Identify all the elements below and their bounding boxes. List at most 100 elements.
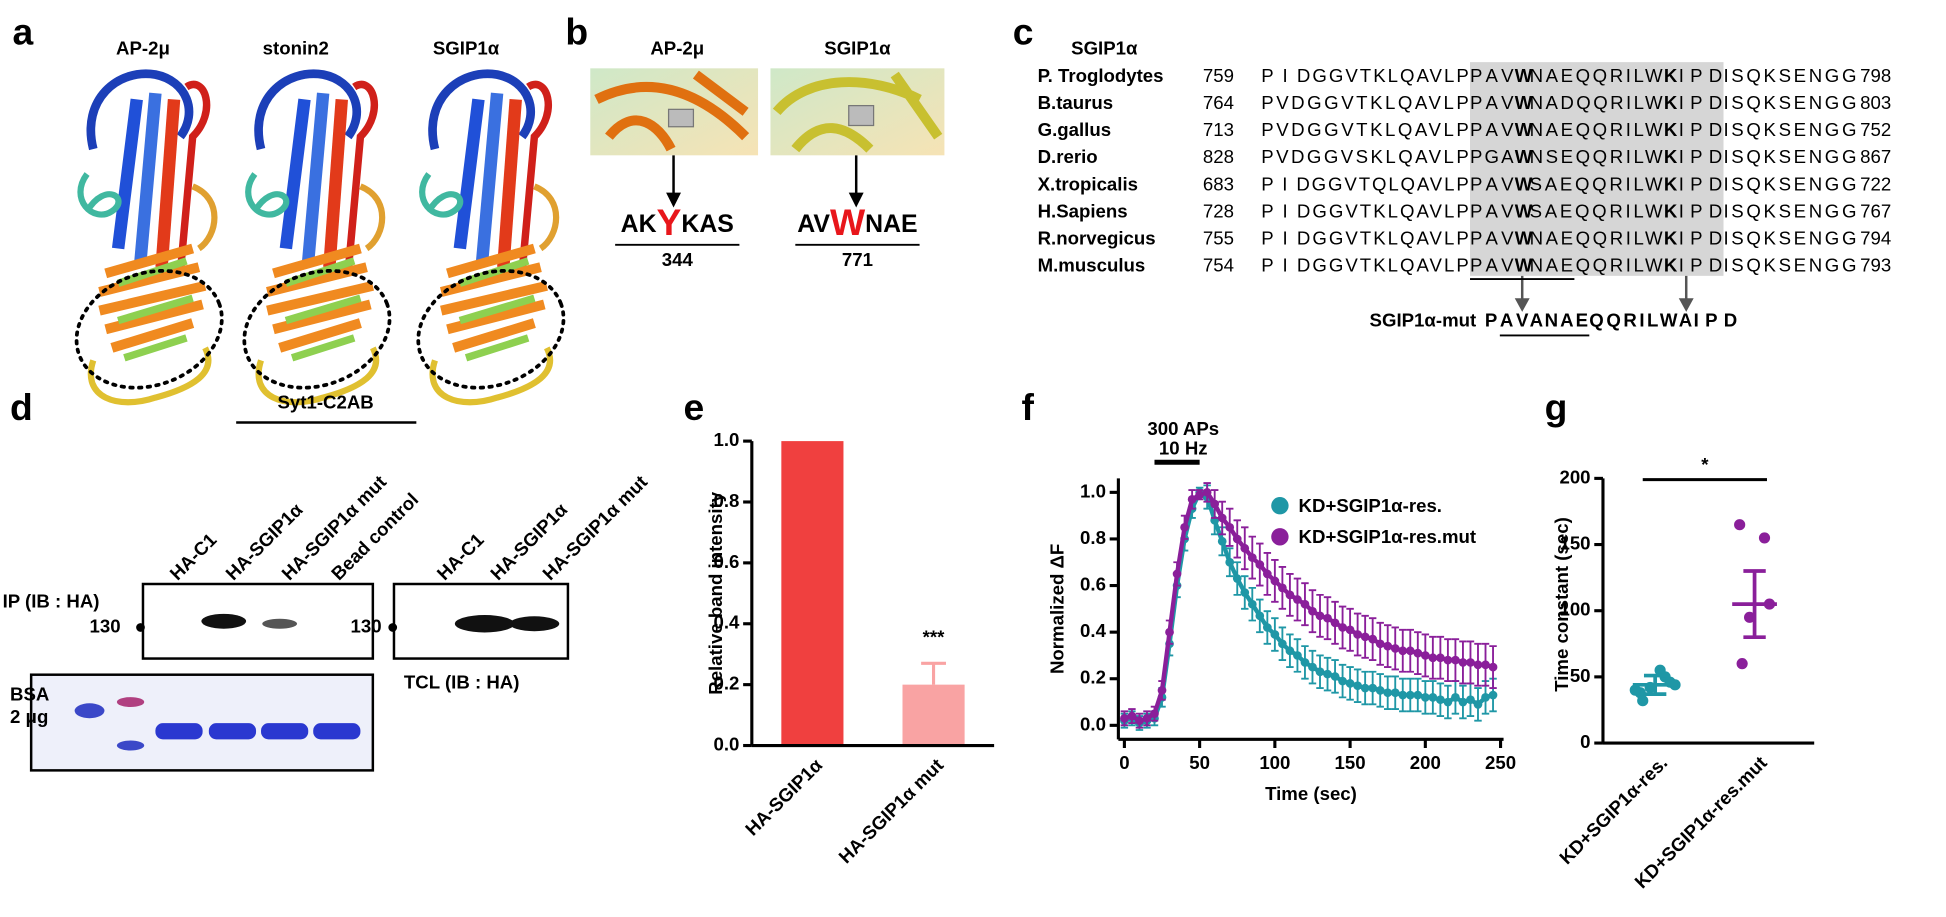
data-point [1481,660,1490,670]
data-point [1466,695,1475,705]
data-point [1353,681,1362,691]
sequence-segment: K [1664,227,1678,248]
motif-part: AK [621,210,657,237]
panel-label: d [10,386,33,428]
species: H.Sapiens [1038,200,1128,221]
data-point [1398,646,1408,656]
data-point [1375,686,1385,695]
data-point [1323,669,1332,679]
y-tick-label: 0 [1580,731,1590,752]
data-point [1247,599,1257,609]
structure-title: AP-2μ [116,38,170,59]
data-point [1744,611,1756,623]
start-position: 728 [1203,200,1234,221]
bracket-label: Syt1-C2AB [278,392,374,413]
motif-part: Y [657,201,682,243]
data-point [1285,590,1295,600]
data-point [1165,627,1174,637]
residue-number: 344 [662,249,694,270]
species: M.musculus [1038,255,1146,276]
mutant-segment: IPD [1694,310,1737,331]
data-point [1232,534,1242,544]
data-point [1300,599,1310,609]
data-point [1278,583,1287,593]
stimulus-label: 10 Hz [1159,438,1208,459]
start-position: 754 [1203,255,1234,276]
sequence-segment: W [1515,119,1533,140]
sequence-segment: NADQQRILW [1530,92,1663,113]
y-tick-label: 0.0 [1080,713,1106,734]
data-point [1180,522,1189,532]
data-point [1150,709,1159,719]
data-point [1360,632,1370,642]
y-tick-label: 0.4 [713,612,740,633]
motif-part: W [830,201,866,243]
data-point [1637,695,1649,707]
data-point [1210,499,1220,509]
sequence-segment: IPD [1679,119,1722,140]
protein-structure [60,74,238,408]
legend-marker [1271,528,1289,546]
data-point [1315,667,1325,677]
data-point [1353,630,1362,639]
data-point [1443,655,1453,665]
structure-title: AP-2μ [650,38,704,59]
data-point [1436,695,1445,705]
sem-bar [1643,673,1667,696]
sequence-segment: K [1664,255,1678,276]
y-axis-label: Time constant (sec) [1551,517,1572,692]
mutant-label: SGIP1α-mut [1370,310,1477,331]
data-point [1473,660,1483,670]
sem-bar [1743,569,1766,640]
mutant-segment: A [1530,310,1543,331]
y-tick-label: 0.8 [1080,527,1106,548]
gel-label: 2 μg [10,706,48,727]
sequence-segment: P I DGGVTQLQAVLP [1261,173,1469,194]
sequence-segment: NAEQQRILW [1530,65,1663,86]
data-point [1330,618,1340,628]
species: D.rerio [1038,146,1098,167]
data-point [1413,690,1423,700]
species: P. Troglodytes [1038,65,1164,86]
mutant-segment: NAE [1545,310,1588,331]
x-tick-label: 0 [1119,752,1129,773]
sequence-segment: ISQKSENGG [1723,173,1856,194]
data-point [1293,595,1302,604]
protein-structure [402,74,580,408]
x-tick-label: KD+SGIP1α-res. [1555,752,1671,868]
data-point [1262,623,1272,632]
sequence-segment: PAV [1470,92,1514,113]
sequence-segment: NAEQQRILW [1530,227,1663,248]
sequence-segment: K [1664,119,1678,140]
sequence-segment: IPD [1679,173,1722,194]
y-axis-label: Normalized ΔF [1047,544,1068,674]
sequence-segment: PAV [1470,227,1514,248]
data-point [1488,690,1498,700]
data-point [1368,634,1378,644]
sequence-segment: PAV [1470,173,1514,194]
residue-number: 771 [842,249,873,270]
motif-part: AV [797,210,830,237]
sequence-segment: PGA [1470,146,1514,167]
data-point [1202,488,1212,497]
data-point [1225,522,1235,532]
data-point [1383,641,1393,651]
sequence-segment: W [1515,92,1533,113]
sequence-segment: PAV [1470,65,1514,86]
stimulus-label: 300 APs [1147,418,1219,439]
y-tick-label: 0.6 [713,551,739,572]
data-point [1428,693,1438,702]
data-point [1383,688,1393,698]
y-tick-label: 50 [1570,665,1591,686]
sequence-segment: NAEQQRILW [1530,119,1663,140]
sequence-segment: K [1664,173,1678,194]
x-tick-label: HA-SGIP1α mut [834,754,947,867]
data-point [1187,494,1197,504]
data-point [1232,574,1242,583]
data-point [1315,611,1325,621]
data-point [1458,658,1468,667]
sequence-segment: IPD [1679,92,1722,113]
data-point [1240,543,1250,553]
data-point [1420,693,1430,702]
marker-label: 130 [350,615,381,636]
